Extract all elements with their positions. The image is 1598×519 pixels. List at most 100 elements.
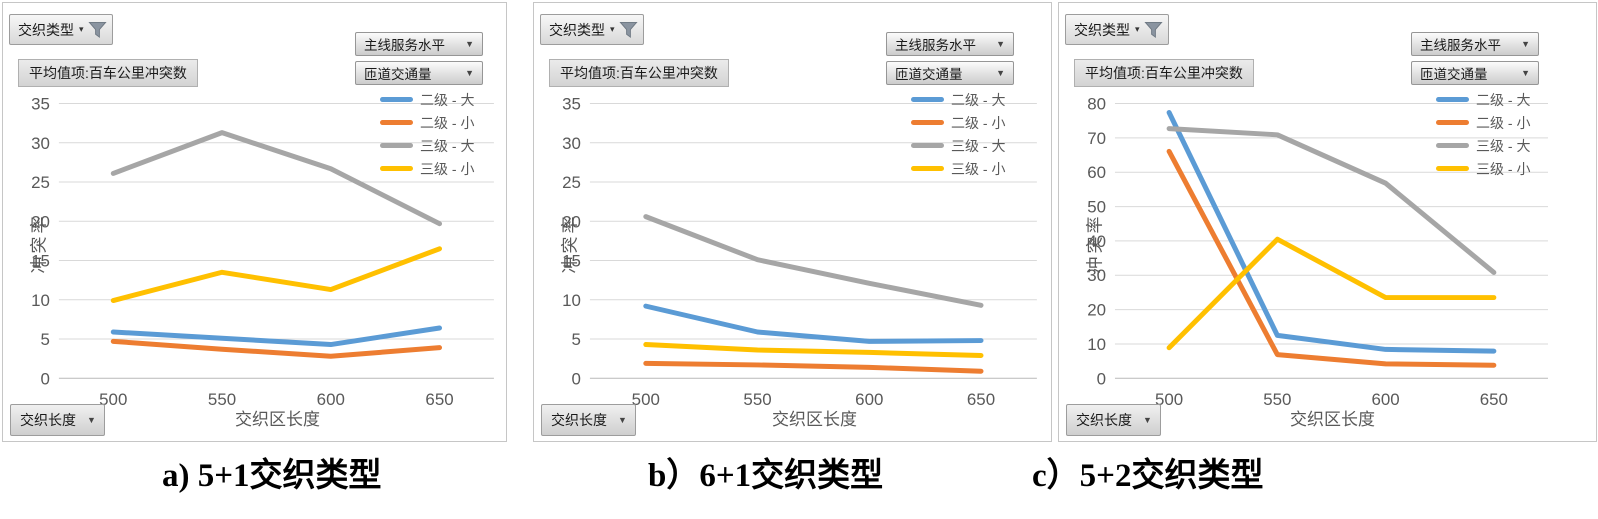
svg-text:5: 5 xyxy=(572,330,581,349)
caret-down-icon: ▼ xyxy=(1143,415,1152,425)
legend-label: 三级 - 小 xyxy=(951,160,1006,177)
legend-label: 二级 - 小 xyxy=(420,114,475,131)
dropdown-label: 主线服务水平 xyxy=(895,38,976,53)
legend-item: 二级 - 小 xyxy=(911,111,1005,134)
caret-down-icon: ▾ xyxy=(610,24,615,34)
legend-label: 二级 - 小 xyxy=(1476,114,1531,131)
value-field-button[interactable]: 平均值项:百车公里冲突数 xyxy=(549,59,729,87)
dropdown-label: 主线服务水平 xyxy=(1420,38,1501,53)
y-axis-title: 冲突率 xyxy=(1085,213,1105,274)
axis-field-label: 交织长度 xyxy=(551,412,607,428)
legend-swatch xyxy=(911,143,944,148)
legend-label: 三级 - 大 xyxy=(951,137,1006,154)
weaving-type-filter-button[interactable]: 交织类型 ▾ xyxy=(1065,14,1169,45)
svg-text:30: 30 xyxy=(31,134,50,153)
legend-item: 二级 - 大 xyxy=(1436,88,1530,111)
legend-label: 三级 - 小 xyxy=(1476,160,1531,177)
caret-down-icon: ▼ xyxy=(996,68,1005,78)
subfigure-caption-b: b）6+1交织类型 xyxy=(648,458,884,494)
legend-swatch xyxy=(380,143,413,148)
axis-field-label: 交织长度 xyxy=(1076,412,1132,428)
mainline-service-level-dropdown[interactable]: 主线服务水平 ▼ xyxy=(355,32,483,56)
legend-item: 三级 - 小 xyxy=(911,157,1005,180)
svg-text:20: 20 xyxy=(1087,301,1106,320)
caret-down-icon: ▼ xyxy=(996,39,1005,49)
caret-down-icon: ▼ xyxy=(465,68,474,78)
weaving-type-filter-button[interactable]: 交织类型 ▾ xyxy=(9,14,113,45)
x-axis-title: 交织区长度 xyxy=(772,410,857,429)
y-axis-title: 冲突率 xyxy=(560,213,580,274)
ramp-volume-dropdown[interactable]: 匝道交通量 ▼ xyxy=(886,61,1014,85)
svg-text:10: 10 xyxy=(31,291,50,310)
filter-button-label: 交织类型 xyxy=(18,21,74,38)
legend-swatch xyxy=(380,166,413,171)
value-field-button[interactable]: 平均值项:百车公里冲突数 xyxy=(18,59,198,87)
svg-text:10: 10 xyxy=(1087,335,1106,354)
legend-label: 二级 - 小 xyxy=(951,114,1006,131)
filter-button-label: 交织类型 xyxy=(549,21,605,38)
chart-legend: 二级 - 大二级 - 小三级 - 大三级 - 小 xyxy=(1436,88,1530,180)
svg-text:5: 5 xyxy=(41,330,50,349)
caret-down-icon: ▼ xyxy=(1521,39,1530,49)
filter-button-label: 交织类型 xyxy=(1074,21,1130,38)
legend-swatch xyxy=(380,120,413,125)
legend-label: 二级 - 大 xyxy=(420,91,475,108)
svg-text:0: 0 xyxy=(1097,369,1106,388)
weaving-length-field-button[interactable]: 交织长度 ▼ xyxy=(10,404,105,436)
svg-text:35: 35 xyxy=(562,95,581,114)
ramp-volume-dropdown[interactable]: 匝道交通量 ▼ xyxy=(355,61,483,85)
funnel-filter-icon xyxy=(618,21,638,38)
axis-field-label: 交织长度 xyxy=(20,412,76,428)
caret-down-icon: ▼ xyxy=(1521,68,1530,78)
ramp-volume-dropdown[interactable]: 匝道交通量 ▼ xyxy=(1411,61,1539,85)
caret-down-icon: ▼ xyxy=(618,415,627,425)
legend-swatch xyxy=(1436,97,1469,102)
subfigure-caption-c: c）5+2交织类型 xyxy=(1032,458,1264,494)
x-axis-title: 交织区长度 xyxy=(235,410,320,429)
weaving-type-filter-button[interactable]: 交织类型 ▾ xyxy=(540,14,644,45)
caret-down-icon: ▾ xyxy=(79,24,84,34)
subfigure-caption-a: a) 5+1交织类型 xyxy=(162,458,382,494)
legend-swatch xyxy=(1436,166,1469,171)
legend-label: 三级 - 大 xyxy=(420,137,475,154)
dropdown-label: 匝道交通量 xyxy=(1420,67,1488,82)
weaving-length-field-button[interactable]: 交织长度 ▼ xyxy=(541,404,636,436)
caret-down-icon: ▾ xyxy=(1135,24,1140,34)
legend-swatch xyxy=(911,97,944,102)
legend-item: 三级 - 大 xyxy=(380,134,474,157)
svg-text:25: 25 xyxy=(31,173,50,192)
legend-label: 二级 - 大 xyxy=(951,91,1006,108)
legend-swatch xyxy=(1436,143,1469,148)
svg-text:60: 60 xyxy=(1087,163,1106,182)
chart-legend: 二级 - 大二级 - 小三级 - 大三级 - 小 xyxy=(380,88,474,180)
legend-item: 三级 - 大 xyxy=(911,134,1005,157)
svg-text:10: 10 xyxy=(562,291,581,310)
svg-text:0: 0 xyxy=(41,369,50,388)
funnel-filter-icon xyxy=(1143,21,1163,38)
legend-item: 二级 - 小 xyxy=(1436,111,1530,134)
pivot-chart-panel-a: 0 5 10 15 20 25 30 35 500 550 600 650 交织类型 ▾ 平均值项:百… xyxy=(2,2,507,442)
weaving-length-field-button[interactable]: 交织长度 ▼ xyxy=(1066,404,1161,436)
x-axis-title: 交织区长度 xyxy=(1290,410,1375,429)
dropdown-label: 主线服务水平 xyxy=(364,38,445,53)
svg-text:35: 35 xyxy=(31,95,50,114)
svg-text:70: 70 xyxy=(1087,129,1106,148)
value-field-button[interactable]: 平均值项:百车公里冲突数 xyxy=(1074,59,1254,87)
svg-text:30: 30 xyxy=(562,134,581,153)
legend-label: 二级 - 大 xyxy=(1476,91,1531,108)
caret-down-icon: ▼ xyxy=(465,39,474,49)
dropdown-label: 匝道交通量 xyxy=(364,67,432,82)
svg-text:0: 0 xyxy=(572,369,581,388)
legend-item: 二级 - 大 xyxy=(911,88,1005,111)
legend-swatch xyxy=(380,97,413,102)
legend-label: 三级 - 小 xyxy=(420,160,475,177)
pivot-chart-panel-c: 0 10 20 30 40 50 60 70 80 500 550 600 650 交织类型 ▾ 平均值… xyxy=(1058,2,1597,442)
mainline-service-level-dropdown[interactable]: 主线服务水平 ▼ xyxy=(1411,32,1539,56)
svg-text:25: 25 xyxy=(562,173,581,192)
chart-legend: 二级 - 大二级 - 小三级 - 大三级 - 小 xyxy=(911,88,1005,180)
legend-swatch xyxy=(911,120,944,125)
dropdown-label: 匝道交通量 xyxy=(895,67,963,82)
mainline-service-level-dropdown[interactable]: 主线服务水平 ▼ xyxy=(886,32,1014,56)
svg-text:80: 80 xyxy=(1087,95,1106,114)
caret-down-icon: ▼ xyxy=(87,415,96,425)
